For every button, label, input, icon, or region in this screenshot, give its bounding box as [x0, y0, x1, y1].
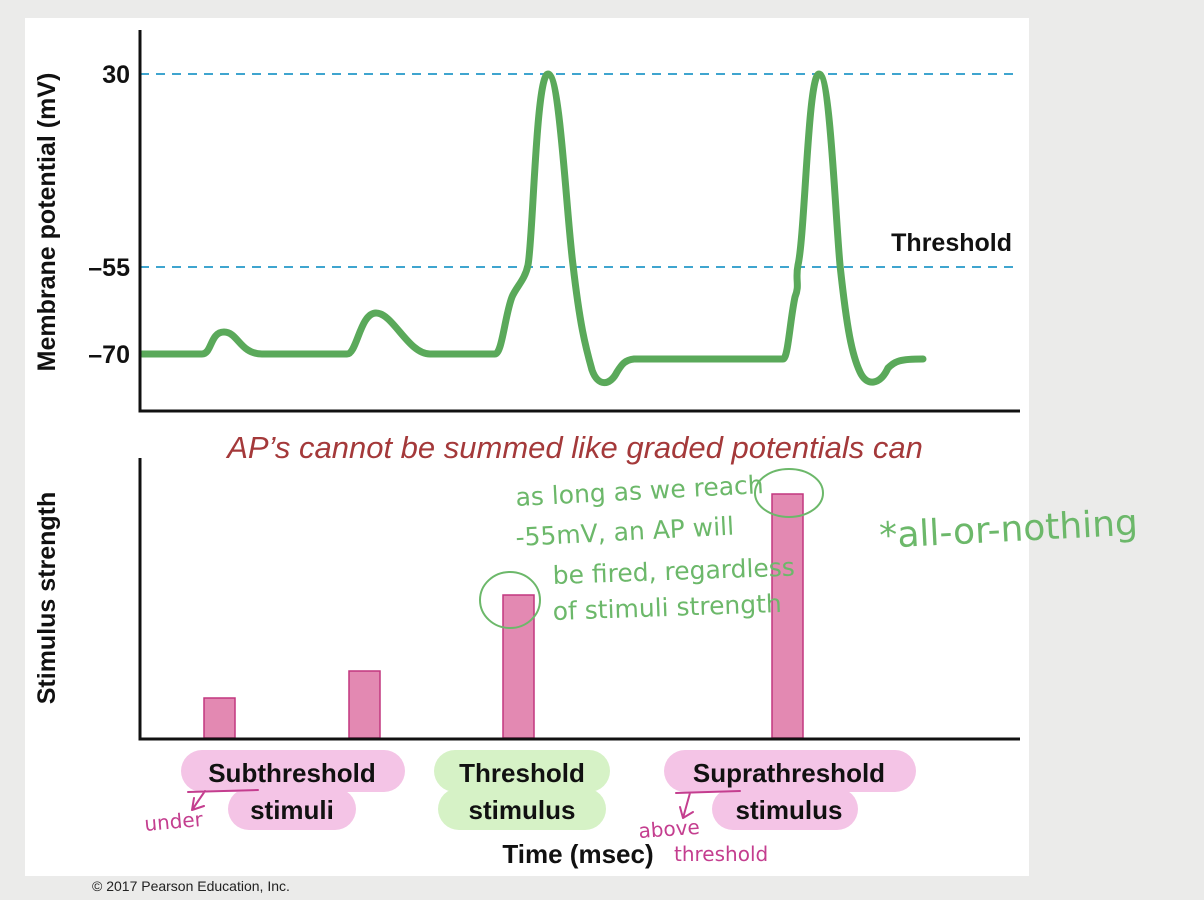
stimulus-bar-1 [203, 697, 236, 739]
bottom-chart-axes [138, 458, 1020, 741]
highlight-stimuli [228, 788, 356, 830]
category-label-suprathreshold-stimulus: stimulus [736, 795, 843, 825]
top-chart-axes [138, 30, 1020, 413]
highlight-threshold-stimulus [438, 788, 606, 830]
threshold-label: Threshold [891, 229, 1012, 257]
stimulus-bar-2 [348, 670, 381, 739]
headline-annotation: AP’s cannot be summed like graded potent… [225, 430, 923, 465]
highlight-suprathreshold [664, 750, 916, 792]
category-label-threshold: Threshold [459, 758, 585, 788]
category-label-threshold-stimulus: stimulus [469, 795, 576, 825]
highlight-subthreshold [181, 750, 405, 792]
membrane-potential-trace [138, 70, 927, 387]
membrane-potential-chart: Membrane potential (mV) 30 –55 –70 Thres… [33, 30, 1020, 413]
pink-annotations: under above threshold [143, 807, 768, 866]
category-label-suprathreshold: Suprathreshold [693, 758, 885, 788]
category-label-stimuli: stimuli [250, 795, 334, 825]
highlight-threshold [434, 750, 610, 792]
copyright-notice: © 2017 Pearson Education, Inc. [92, 878, 290, 894]
circle-annotation-suprathreshold-bar [754, 468, 824, 518]
annotation-above: above [638, 815, 701, 843]
annotation-under: under [143, 807, 204, 836]
annotation-threshold-word: threshold [674, 842, 768, 866]
y-tick-minus-55: –55 [88, 254, 130, 282]
stimulus-strength-chart: Stimulus strength Subthreshold stimuli T… [33, 458, 1020, 869]
y-tick-30: 30 [102, 61, 130, 89]
stimulus-bar-3 [502, 594, 535, 739]
arrow-under [187, 789, 259, 811]
y-axis-label-stimulus: Stimulus strength [33, 492, 61, 705]
stimulus-bar-4 [771, 493, 804, 739]
highlight-suprathreshold-stimulus [712, 788, 858, 830]
category-label-subthreshold: Subthreshold [208, 758, 376, 788]
x-axis-label-time: Time (msec) [502, 839, 653, 869]
circle-annotation-threshold-bar [479, 571, 541, 629]
arrow-above [675, 790, 741, 819]
y-axis-label-membrane: Membrane potential (mV) [33, 73, 61, 372]
y-tick-minus-70: –70 [88, 341, 130, 369]
